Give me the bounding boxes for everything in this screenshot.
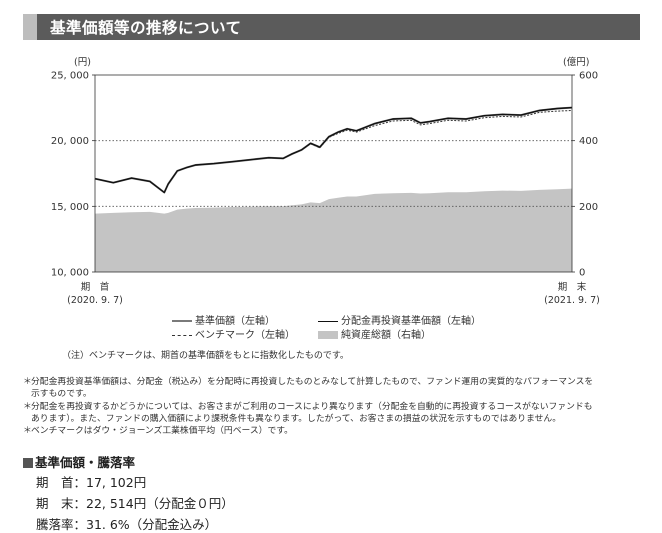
footnote-line: ＊ベンチマークはダウ・ジョーンズ工業株価平均（円ベース）です。 (23, 425, 648, 437)
footnote-text: あります）。また、ファンドの購入価額により課税条件も異なります。したがって、お客… (31, 414, 562, 424)
x-start-label: 期 首 (81, 281, 110, 293)
footnote-line: ＊分配金再投資基準価額は、分配金（税込み）を分配時に再投資したものとみなして計算… (23, 376, 648, 388)
legend-label: 基準価額（左軸） (195, 316, 275, 327)
plot-frame (94, 74, 573, 273)
legend-swatch-gray-line (172, 320, 192, 322)
title-accent (23, 14, 37, 40)
x-end-date: (2021. 9. 7) (544, 295, 600, 306)
left-tick-label: 15, 000 (51, 202, 89, 213)
right-tick-label: 600 (579, 71, 598, 82)
footnote-text: 分配金を再投資するかどうかについては、お客さまがご利用のコースにより異なります（… (31, 402, 593, 412)
legend-item-benchmark: ベンチマーク（左軸） (172, 326, 295, 341)
result-change: 騰落率：31. 6%（分配金込み） (36, 517, 218, 532)
footnote-text: 分配金再投資基準価額は、分配金（税込み）を分配時に再投資したものとみなして計算し… (31, 377, 594, 387)
right-tick-label: 400 (579, 136, 598, 147)
left-tick-label: 10, 000 (51, 268, 89, 279)
net-assets-area (95, 188, 572, 272)
square-bullet-icon (23, 458, 33, 468)
legend-item-reinvest: 分配金再投資基準価額（左軸） (318, 312, 481, 327)
reinvested-nav-line (94, 106, 573, 194)
result-end: 期 末：22, 514円（分配金０円） (36, 496, 234, 511)
legend-label: 純資産総額（右軸） (341, 330, 431, 341)
legend-swatch-black-line (318, 320, 338, 322)
left-tick-label: 25, 000 (51, 71, 89, 82)
benchmark-line (94, 110, 573, 193)
left-axis-unit: (円) (74, 57, 91, 68)
title-bar (23, 14, 640, 40)
right-tick-label: 200 (579, 202, 598, 213)
x-end-label: 期 末 (558, 281, 587, 293)
footnote-line: あります）。また、ファンドの購入価額により課税条件も異なります。したがって、お客… (23, 413, 648, 425)
x-start-date: (2020. 9. 7) (67, 295, 123, 306)
right-axis-unit: (億円) (563, 56, 589, 68)
results-heading: 基準価額・騰落率 (23, 452, 135, 471)
result-start: 期 首：17, 102円 (36, 475, 147, 490)
footnote-line: 示すものです。 (23, 388, 648, 400)
legend-label: 分配金再投資基準価額（左軸） (341, 316, 481, 327)
chart-note: （注）ベンチマークは、期首の基準価額をもとに指数化したものです。 (62, 351, 349, 361)
footnote-mark: ＊ (23, 402, 32, 412)
footnote-text: ベンチマークはダウ・ジョーンズ工業株価平均（円ベース）です。 (31, 426, 293, 436)
left-tick-label: 20, 000 (51, 136, 89, 147)
results-title: 基準価額・騰落率 (35, 455, 136, 470)
right-tick-label: 0 (579, 268, 585, 279)
nav-chart: (円) (億円) 25, 000 20, 000 15, 000 10, 000 600… (51, 56, 600, 306)
nav-line (94, 106, 573, 194)
footnote-text: 示すものです。 (31, 389, 92, 399)
legend-swatch-dashed-line (172, 334, 192, 336)
footnote-mark: ＊ (23, 377, 32, 387)
footnote-mark: ＊ (23, 426, 32, 436)
legend-item-nav: 基準価額（左軸） (172, 312, 275, 327)
legend-swatch-gray-area (318, 331, 338, 339)
footnote-line: ＊分配金を再投資するかどうかについては、お客さまがご利用のコースにより異なります… (23, 401, 648, 413)
legend-item-net-assets: 純資産総額（右軸） (318, 326, 431, 341)
legend-label: ベンチマーク（左軸） (195, 330, 295, 341)
page-title: 基準価額等の推移について (50, 19, 242, 37)
